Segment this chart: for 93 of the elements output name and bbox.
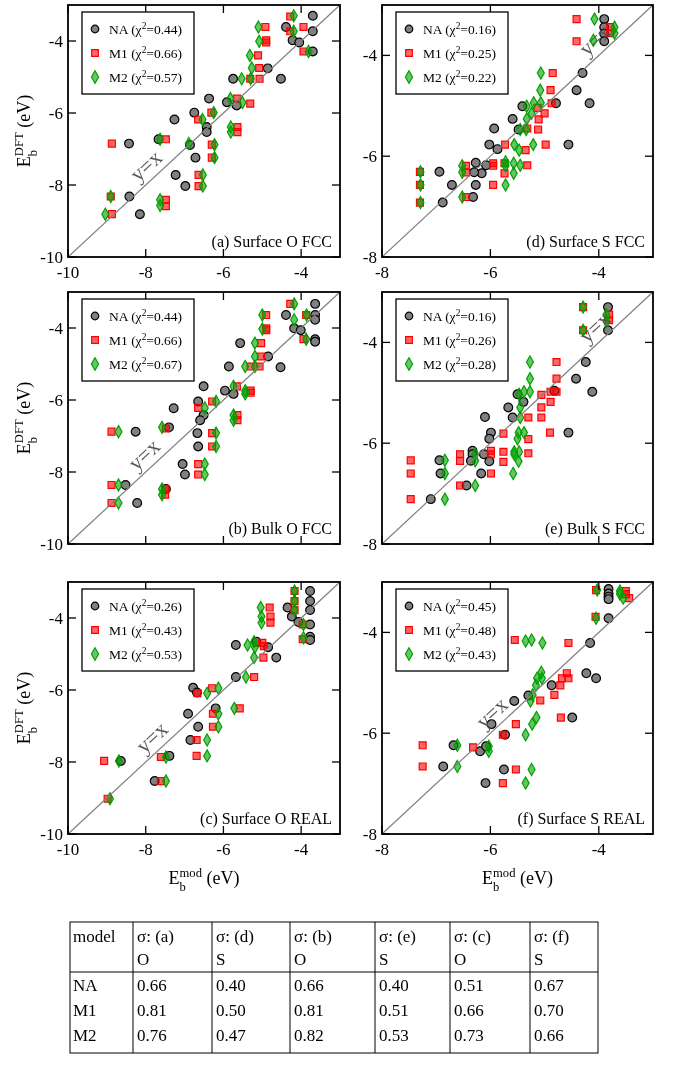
y-tick-label: -6 — [362, 147, 377, 167]
annotation: (c) Surface O REAL — [200, 810, 332, 828]
data-label: 0.50 — [216, 1001, 246, 1020]
category-label: σ: (c) O — [454, 927, 492, 969]
data-label: 0.51 — [379, 1001, 409, 1020]
x-tick-label: -6 — [216, 263, 231, 282]
data-label: 0.40 — [379, 976, 409, 995]
legend-label: M1 (χ$^{2}$=0.26) — [423, 331, 497, 348]
x-tick-label: -8 — [138, 263, 153, 282]
data-label: 0.82 — [294, 1026, 324, 1045]
annotation: y=x — [130, 716, 173, 759]
legend-label: M1 (χ$^{2}$=0.25) — [423, 44, 497, 61]
data-label: 0.47 — [216, 1026, 247, 1045]
text: NA — [73, 976, 99, 995]
legend-label: M1 (χ$^{2}$=0.48) — [423, 621, 497, 638]
category-label: σ: (a) O — [137, 927, 175, 969]
legend-label: NA (χ$^{2}$=0.44) — [109, 20, 183, 37]
legend-label: NA (χ$^{2}$=0.16) — [423, 307, 497, 324]
y-tick-label: -4 — [362, 46, 378, 66]
x-tick-label: -4 — [591, 840, 607, 859]
data-label: 0.66 — [137, 976, 167, 995]
category-label: σ: (b) O — [294, 927, 332, 969]
text: M1 — [73, 1001, 97, 1020]
legend-label: M2 (χ$^{2}$=0.53) — [109, 645, 183, 662]
y-tick-label: -4 — [362, 623, 378, 643]
legend-label: NA (χ$^{2}$=0.44) — [109, 307, 183, 324]
data-label: 0.53 — [379, 1026, 409, 1045]
x-tick-label: -4 — [591, 263, 607, 282]
y-tick-label: -4 — [362, 333, 378, 353]
data-label: 0.51 — [454, 976, 484, 995]
annotation: y=x — [573, 306, 616, 348]
legend-label: M2 (χ$^{2}$=0.57) — [109, 68, 183, 85]
legend-label: M2 (χ$^{2}$=0.28) — [423, 355, 497, 372]
legend-label: NA (χ$^{2}$=0.26) — [109, 597, 183, 614]
y-tick-label: -8 — [362, 534, 377, 554]
data-label: 0.66 — [454, 1001, 484, 1020]
data-label: 0.76 — [137, 1026, 167, 1045]
y-tick-label: -8 — [48, 462, 63, 482]
data-label: 0.40 — [216, 976, 246, 995]
annotation: (b) Bulk O FCC — [228, 520, 332, 538]
x-axis-title: E$_{b}$$^{mod}$ (eV) — [482, 866, 553, 894]
y-tick-label: -8 — [48, 175, 63, 195]
data-label: 0.73 — [454, 1026, 484, 1045]
legend-label: M2 (χ$^{2}$=0.22) — [423, 68, 497, 85]
annotation: y=x — [470, 691, 513, 734]
annotation: y=x — [124, 144, 167, 187]
data-label: 0.66 — [294, 976, 324, 995]
legend-label: M1 (χ$^{2}$=0.66) — [109, 331, 183, 348]
annotation: (d) Surface S FCC — [526, 233, 645, 251]
y-tick-label: -8 — [362, 824, 377, 844]
annotation: y=x — [122, 433, 166, 476]
x-tick-label: -8 — [374, 263, 390, 282]
legend-label: M2 (χ$^{2}$=0.43) — [423, 645, 497, 662]
y-tick-label: -6 — [362, 434, 377, 454]
category-label: σ: (e) S — [379, 927, 417, 969]
legend-label: M2 (χ$^{2}$=0.67) — [109, 355, 183, 372]
y-tick-label: -4 — [48, 608, 64, 628]
y-tick-label: -8 — [48, 752, 63, 772]
data-label: 0.67 — [534, 976, 565, 995]
y-tick-label: -6 — [48, 390, 63, 410]
y-tick-label: -10 — [40, 247, 63, 267]
text: model — [73, 927, 116, 946]
legend-label: NA (χ$^{2}$=0.16) — [423, 20, 497, 37]
category-label: σ: (d) S — [216, 927, 254, 969]
y-tick-label: -6 — [362, 724, 377, 744]
data-label: 0.81 — [294, 1001, 324, 1020]
y-tick-label: -6 — [48, 680, 63, 700]
data-label: 0.66 — [534, 1026, 564, 1045]
x-axis-title: E$_{b}$$^{mod}$ (eV) — [168, 866, 240, 894]
x-tick-label: -6 — [483, 263, 498, 282]
annotation: (e) Bulk S FCC — [544, 520, 645, 538]
x-tick-label: -4 — [294, 263, 309, 282]
annotation: (f) Surface S REAL — [517, 810, 645, 828]
x-tick-label: -8 — [374, 840, 390, 859]
data-label: 0.81 — [137, 1001, 167, 1020]
x-tick-label: -6 — [483, 840, 498, 859]
legend-label: M1 (χ$^{2}$=0.43) — [109, 621, 183, 638]
annotation: y=x — [573, 19, 616, 61]
y-tick-label: -8 — [362, 247, 377, 267]
text: M2 — [73, 1026, 97, 1045]
y-tick-label: -10 — [40, 824, 63, 844]
legend-label: M1 (χ$^{2}$=0.66) — [109, 44, 183, 61]
x-tick-label: -8 — [138, 840, 153, 859]
y-tick-label: -10 — [40, 534, 63, 554]
data-label: 0.70 — [534, 1001, 564, 1020]
annotation: (a) Surface O FCC — [211, 233, 332, 251]
legend-label: NA (χ$^{2}$=0.45) — [423, 597, 497, 614]
y-tick-label: -6 — [48, 103, 63, 123]
y-tick-label: -4 — [48, 318, 64, 338]
x-tick-label: -4 — [294, 840, 309, 859]
y-tick-label: -4 — [48, 31, 64, 51]
x-tick-label: -6 — [216, 840, 231, 859]
category-label: σ: (f) S — [534, 927, 570, 969]
